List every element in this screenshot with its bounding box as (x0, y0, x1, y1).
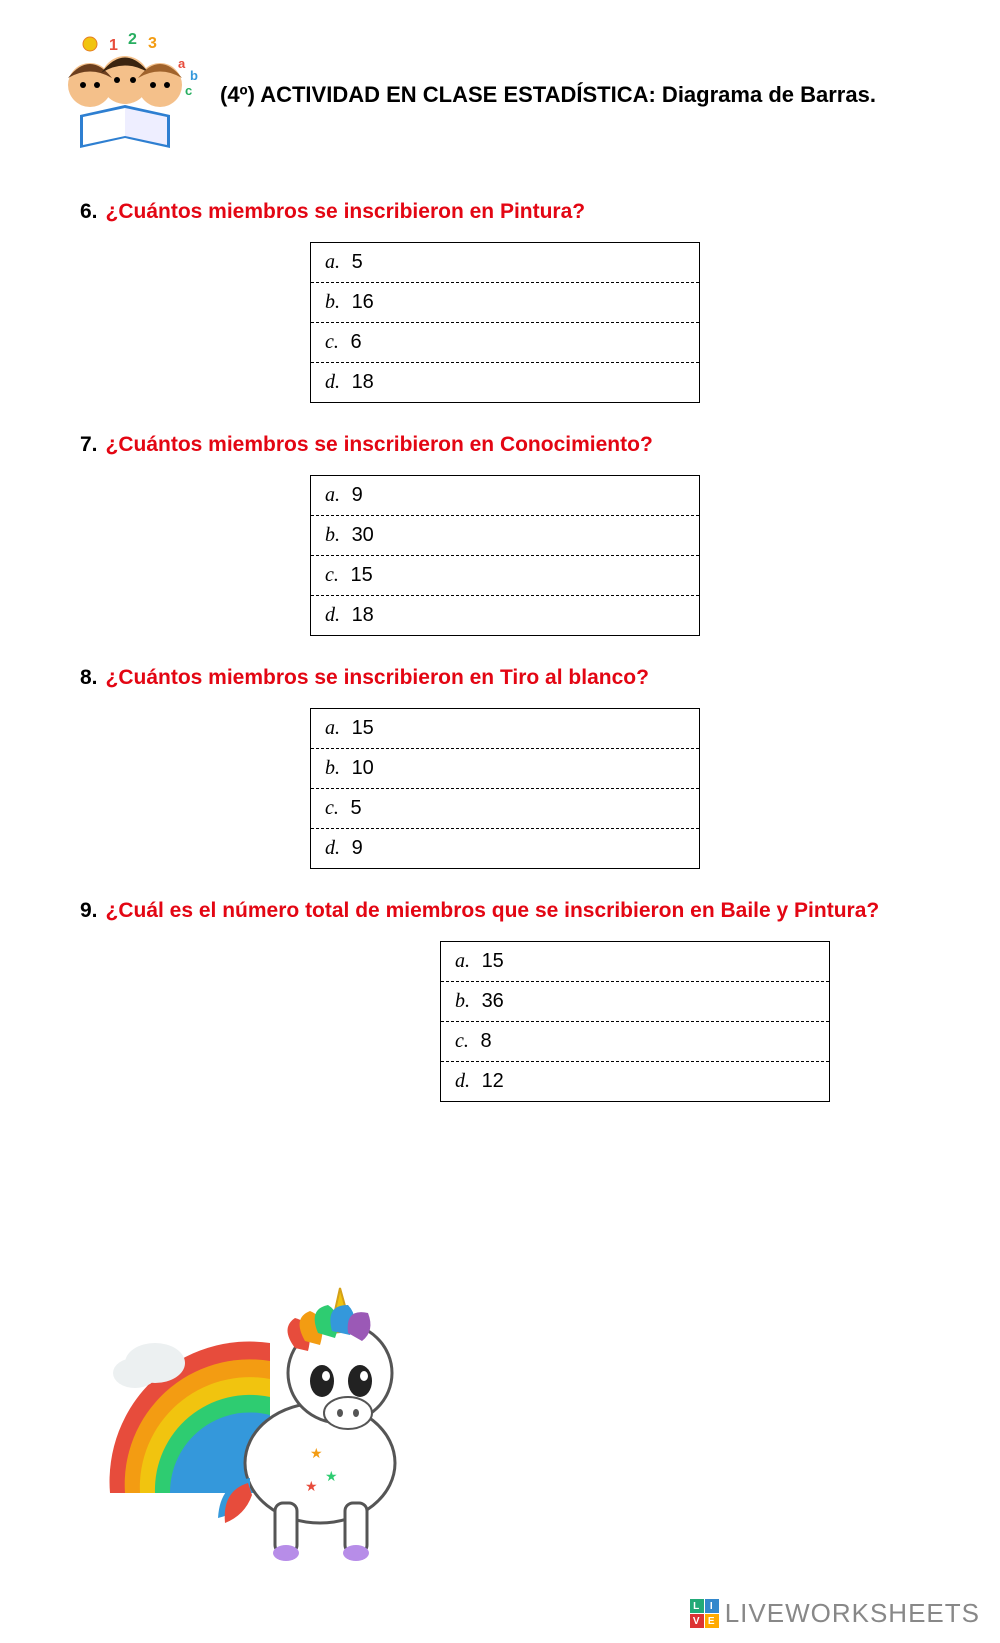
svg-text:★: ★ (310, 1445, 323, 1461)
svg-text:2: 2 (128, 31, 137, 48)
svg-text:3: 3 (148, 35, 157, 52)
question-line: 8. ¿Cuántos miembros se inscribieron en … (80, 666, 920, 690)
options-table: a. 5 b. 16 c. 6 d. 18 (310, 242, 700, 403)
svg-text:★: ★ (325, 1468, 338, 1484)
worksheet-title: (4º) ACTIVIDAD EN CLASE ESTADÍSTICA: Dia… (220, 80, 876, 111)
svg-text:★: ★ (305, 1478, 318, 1494)
question-line: 7. ¿Cuántos miembros se inscribieron en … (80, 433, 920, 457)
option-a[interactable]: a. 15 (441, 942, 830, 982)
option-a[interactable]: a. 5 (311, 243, 700, 283)
question-line: 6. ¿Cuántos miembros se inscribieron en … (80, 200, 920, 224)
question-line: 9. ¿Cuál es el número total de miembros … (80, 899, 920, 923)
options-table: a. 15 b. 10 c. 5 d. 9 (310, 708, 700, 869)
option-d[interactable]: d. 18 (311, 596, 700, 636)
option-d[interactable]: d. 18 (311, 363, 700, 403)
option-c[interactable]: c. 15 (311, 556, 700, 596)
kids-reading-icon: 1 2 3 a b c (50, 30, 200, 160)
option-c[interactable]: c. 8 (441, 1022, 830, 1062)
option-b[interactable]: b. 30 (311, 516, 700, 556)
question-number: 7. (80, 433, 98, 457)
option-d[interactable]: d. 9 (311, 829, 700, 869)
option-c[interactable]: c. 5 (311, 789, 700, 829)
option-a[interactable]: a. 15 (311, 709, 700, 749)
liveworksheets-watermark: LIVE LIVEWORKSHEETS (690, 1598, 980, 1629)
option-b[interactable]: b. 10 (311, 749, 700, 789)
question-text: ¿Cuántos miembros se inscribieron en Con… (106, 433, 920, 457)
svg-text:1: 1 (109, 37, 118, 54)
options-table: a. 15 b. 36 c. 8 d. 12 (440, 941, 830, 1102)
question-text: ¿Cuántos miembros se inscribieron en Tir… (106, 666, 920, 690)
logo-icon: LIVE (690, 1599, 719, 1628)
option-b[interactable]: b. 16 (311, 283, 700, 323)
question-9: 9. ¿Cuál es el número total de miembros … (0, 899, 1000, 1102)
svg-text:a: a (178, 56, 186, 71)
svg-text:b: b (190, 68, 198, 83)
question-8: 8. ¿Cuántos miembros se inscribieron en … (0, 666, 1000, 869)
options-table: a. 9 b. 30 c. 15 d. 18 (310, 475, 700, 636)
question-text: ¿Cuál es el número total de miembros que… (106, 899, 920, 923)
worksheet-header: 1 2 3 a b c (4º) ACTIVIDAD EN CLASE ESTA… (0, 0, 1000, 170)
question-number: 8. (80, 666, 98, 690)
question-text: ¿Cuántos miembros se inscribieron en Pin… (106, 200, 920, 224)
question-number: 6. (80, 200, 98, 224)
option-b[interactable]: b. 36 (441, 982, 830, 1022)
question-number: 9. (80, 899, 98, 923)
svg-text:c: c (185, 83, 192, 98)
option-a[interactable]: a. 9 (311, 476, 700, 516)
unicorn-icon: ★ ★ ★ (100, 1233, 440, 1573)
option-d[interactable]: d. 12 (441, 1062, 830, 1102)
question-6: 6. ¿Cuántos miembros se inscribieron en … (0, 200, 1000, 403)
option-c[interactable]: c. 6 (311, 323, 700, 363)
question-7: 7. ¿Cuántos miembros se inscribieron en … (0, 433, 1000, 636)
watermark-text: LIVEWORKSHEETS (725, 1598, 980, 1629)
